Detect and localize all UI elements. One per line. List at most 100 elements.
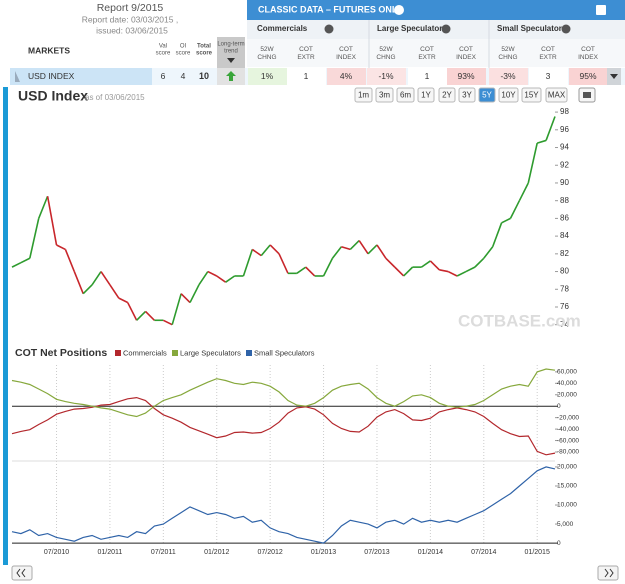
y-tick-label: 96 xyxy=(560,125,569,134)
range-button[interactable] xyxy=(417,87,435,103)
chart-title: USD Index xyxy=(18,88,88,104)
y-tick-label: -20,000 xyxy=(557,414,579,421)
cell-bg xyxy=(447,68,486,85)
price-segment xyxy=(225,275,235,283)
range-button[interactable] xyxy=(521,87,542,103)
cell-value: -3% xyxy=(500,71,516,81)
trend-sort-arrow xyxy=(227,58,235,63)
price-segment xyxy=(474,257,485,268)
range-button[interactable] xyxy=(438,87,456,103)
y-tick-label: 80 xyxy=(560,267,569,276)
price-segment xyxy=(46,196,58,246)
price-segment xyxy=(20,257,31,264)
report-title: Report 9/2015 xyxy=(97,2,164,14)
price-segment xyxy=(180,293,191,304)
net-title: COT Net Positions xyxy=(15,347,107,359)
range-button[interactable] xyxy=(478,87,496,103)
score-header: Total score xyxy=(196,43,213,56)
price-segment xyxy=(322,257,334,277)
price-segment xyxy=(11,261,22,268)
x-tick-label: 01/2011 xyxy=(98,549,123,556)
sub-header: COT INDEX xyxy=(456,46,477,61)
subheader-row xyxy=(247,39,625,67)
score-header: Long-term trend xyxy=(217,41,244,54)
close-icon xyxy=(596,5,606,15)
range-button-label[interactable]: 15Y xyxy=(524,91,539,100)
legend-swatch xyxy=(172,350,178,356)
trend-up-arrow xyxy=(226,71,236,81)
markets-label: MARKETS xyxy=(28,45,70,55)
cell-bg xyxy=(408,68,447,85)
y-tick-label: 94 xyxy=(560,143,569,152)
y-tick-label: 82 xyxy=(560,249,569,258)
range-button-label[interactable]: MAX xyxy=(548,91,566,100)
price-segment xyxy=(456,270,467,277)
val-score: 6 xyxy=(161,71,166,81)
side-bar xyxy=(3,87,8,565)
report-date: Report date: 03/03/2015 , xyxy=(82,14,178,24)
help-icon xyxy=(324,24,334,34)
group-header: Commercials xyxy=(257,24,308,33)
nav-next-icon xyxy=(604,568,614,578)
range-button[interactable] xyxy=(498,87,519,103)
range-button-label[interactable]: 6m xyxy=(400,91,411,100)
range-button-label[interactable]: 5Y xyxy=(482,91,492,100)
price-segment xyxy=(518,182,530,202)
price-segment xyxy=(136,310,147,321)
report-issued: issued: 03/06/2015 xyxy=(96,25,168,35)
group-header: Small Speculators xyxy=(497,24,567,33)
price-segment xyxy=(376,244,387,259)
range-button-label[interactable]: 1Y xyxy=(421,91,431,100)
price-segment xyxy=(429,260,440,271)
x-tick-label: 01/2013 xyxy=(311,549,336,556)
sub-header: COT INDEX xyxy=(336,46,357,61)
cell-bg xyxy=(327,68,366,85)
series-line xyxy=(11,396,556,456)
price-segment xyxy=(501,217,511,224)
range-button[interactable] xyxy=(354,87,373,103)
price-segment xyxy=(465,266,476,273)
range-button-label[interactable]: 10Y xyxy=(501,91,516,100)
cell-bg xyxy=(569,68,608,85)
sub-header: COT EXTR xyxy=(297,46,315,61)
help-icon xyxy=(394,5,404,15)
price-segment xyxy=(73,271,84,295)
range-button-label[interactable]: 1m xyxy=(358,91,369,100)
cell-bg xyxy=(287,68,326,85)
y2-tick-label: 10,000 xyxy=(557,502,577,509)
price-segment xyxy=(37,195,49,219)
range-button[interactable] xyxy=(396,87,415,103)
score-header: Val score xyxy=(156,43,171,56)
price-segment xyxy=(198,271,209,286)
price-segment xyxy=(341,245,351,251)
x-tick-label: 01/2012 xyxy=(204,549,229,556)
x-tick-label: 07/2013 xyxy=(364,549,389,556)
range-button[interactable] xyxy=(458,87,476,103)
x-tick-label: 07/2014 xyxy=(471,549,496,556)
x-tick-label: 07/2010 xyxy=(44,549,69,556)
y-tick-label: 60,000 xyxy=(557,369,577,376)
price-segment xyxy=(207,270,218,277)
sub-header: 52W CHNG xyxy=(376,46,395,61)
range-button-label[interactable]: 2Y xyxy=(442,91,452,100)
series-line xyxy=(11,368,556,418)
group-header: Large Speculators xyxy=(377,24,447,33)
range-button-label[interactable]: 3m xyxy=(379,91,390,100)
y-tick-label: 76 xyxy=(560,302,569,311)
cell-value: 4% xyxy=(340,71,353,81)
cell-value: 1 xyxy=(304,71,309,81)
market-icon xyxy=(15,71,20,82)
price-segment xyxy=(527,142,538,184)
y-tick-label: 20,000 xyxy=(557,391,577,398)
price-segment xyxy=(536,139,547,144)
chart-subtitle: as of 03/06/2015 xyxy=(85,93,145,102)
x-tick-label: 01/2015 xyxy=(525,549,550,556)
print-icon xyxy=(583,92,591,98)
cell-value: 1 xyxy=(425,71,430,81)
market-cell-bg xyxy=(10,68,152,85)
cell-value: -1% xyxy=(378,71,394,81)
range-button-label[interactable]: 3Y xyxy=(462,91,472,100)
price-segment xyxy=(100,271,111,286)
range-button[interactable] xyxy=(545,87,568,103)
range-button[interactable] xyxy=(375,87,394,103)
